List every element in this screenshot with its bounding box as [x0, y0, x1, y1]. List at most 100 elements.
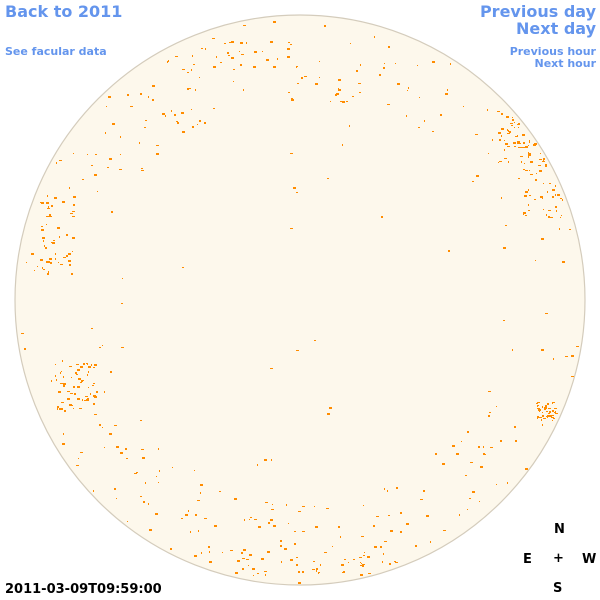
facula-point [57, 406, 59, 408]
facula-point [346, 101, 348, 102]
facula-point [93, 383, 95, 384]
facula-point [542, 415, 544, 417]
next-hour-link[interactable]: Next hour [534, 57, 597, 70]
facula-point [518, 127, 519, 128]
facula-point [182, 69, 185, 70]
facula-point [87, 154, 88, 155]
facula-point [290, 153, 293, 154]
facula-point [80, 382, 82, 383]
facula-point [253, 575, 254, 576]
facula-point [490, 447, 493, 448]
facula-point [505, 225, 507, 226]
facula-point [576, 346, 579, 347]
facula-point [46, 216, 49, 217]
facula-point [213, 108, 215, 109]
facula-point [122, 278, 123, 279]
facula-point [265, 574, 266, 576]
facula-point [242, 558, 245, 559]
previous-day-link[interactable]: Previous day [479, 2, 596, 21]
facula-point [298, 571, 300, 573]
facula-point [336, 93, 339, 95]
facula-point [168, 60, 169, 62]
facula-point [249, 554, 252, 556]
facula-point [488, 415, 490, 417]
facula-point [396, 487, 398, 489]
facula-point [521, 161, 522, 163]
facula-point [104, 391, 105, 393]
facula-point [316, 570, 317, 572]
facula-point [264, 571, 267, 572]
facula-point [408, 87, 409, 89]
facula-point [488, 153, 489, 154]
facula-point [140, 93, 142, 95]
facula-point [88, 371, 89, 373]
facula-point [185, 514, 188, 516]
facula-point [94, 414, 97, 415]
facula-point [99, 347, 101, 348]
facula-point [507, 133, 510, 134]
facula-point [68, 260, 71, 262]
facula-point [59, 160, 62, 161]
facula-point [127, 521, 128, 522]
facula-point [504, 149, 505, 151]
facula-point [496, 406, 497, 407]
facula-point [406, 115, 407, 117]
facula-point [417, 65, 418, 66]
facula-point [191, 109, 192, 110]
facula-point [521, 147, 524, 148]
facula-point [296, 557, 298, 558]
facula-point [543, 418, 546, 419]
facula-point [214, 525, 217, 527]
facula-point [546, 411, 548, 412]
facula-point [520, 156, 523, 157]
see-facular-data-link[interactable]: See facular data [5, 45, 107, 58]
facula-point [359, 92, 361, 93]
facula-point [389, 563, 391, 565]
facula-point [571, 355, 574, 357]
facula-point [555, 411, 556, 412]
facula-point [75, 372, 77, 374]
facula-point [352, 96, 354, 97]
facula-point [241, 54, 244, 55]
facula-point [342, 144, 343, 146]
facula-point [539, 411, 540, 412]
facula-point [519, 143, 521, 144]
facula-point [102, 427, 103, 428]
facula-point [81, 381, 83, 382]
facula-point [57, 408, 58, 409]
facula-point [76, 465, 79, 466]
facula-point [243, 25, 246, 26]
facula-point [528, 210, 530, 211]
next-day-link[interactable]: Next day [516, 19, 596, 38]
facula-point [507, 129, 508, 131]
facula-point [335, 94, 337, 96]
facula-point [326, 508, 329, 509]
facula-point [246, 559, 249, 560]
facula-point [501, 113, 503, 115]
facula-point [228, 55, 230, 56]
facula-point [220, 62, 222, 63]
facula-point [555, 185, 556, 187]
facula-point [60, 372, 61, 374]
facula-point [143, 501, 145, 503]
previous-hour-link[interactable]: Previous hour [509, 45, 596, 58]
facula-point [199, 120, 201, 122]
facula-point [525, 215, 527, 216]
back-to-year-link[interactable]: Back to 2011 [5, 2, 123, 21]
facula-point [549, 415, 552, 417]
facula-point [262, 51, 263, 52]
facula-point [55, 364, 56, 365]
facula-point [501, 128, 504, 130]
facula-point [152, 99, 154, 101]
facula-point [537, 408, 540, 409]
facula-point [56, 379, 57, 381]
facula-point [195, 89, 196, 91]
facula-point [49, 214, 51, 216]
facula-point [552, 402, 555, 403]
facula-point [67, 398, 70, 400]
facula-point [249, 519, 250, 520]
facula-point [197, 500, 200, 501]
observation-timestamp: 2011-03-09T09:59:00 [5, 582, 162, 597]
facula-point [514, 426, 516, 428]
facula-point [86, 363, 87, 364]
